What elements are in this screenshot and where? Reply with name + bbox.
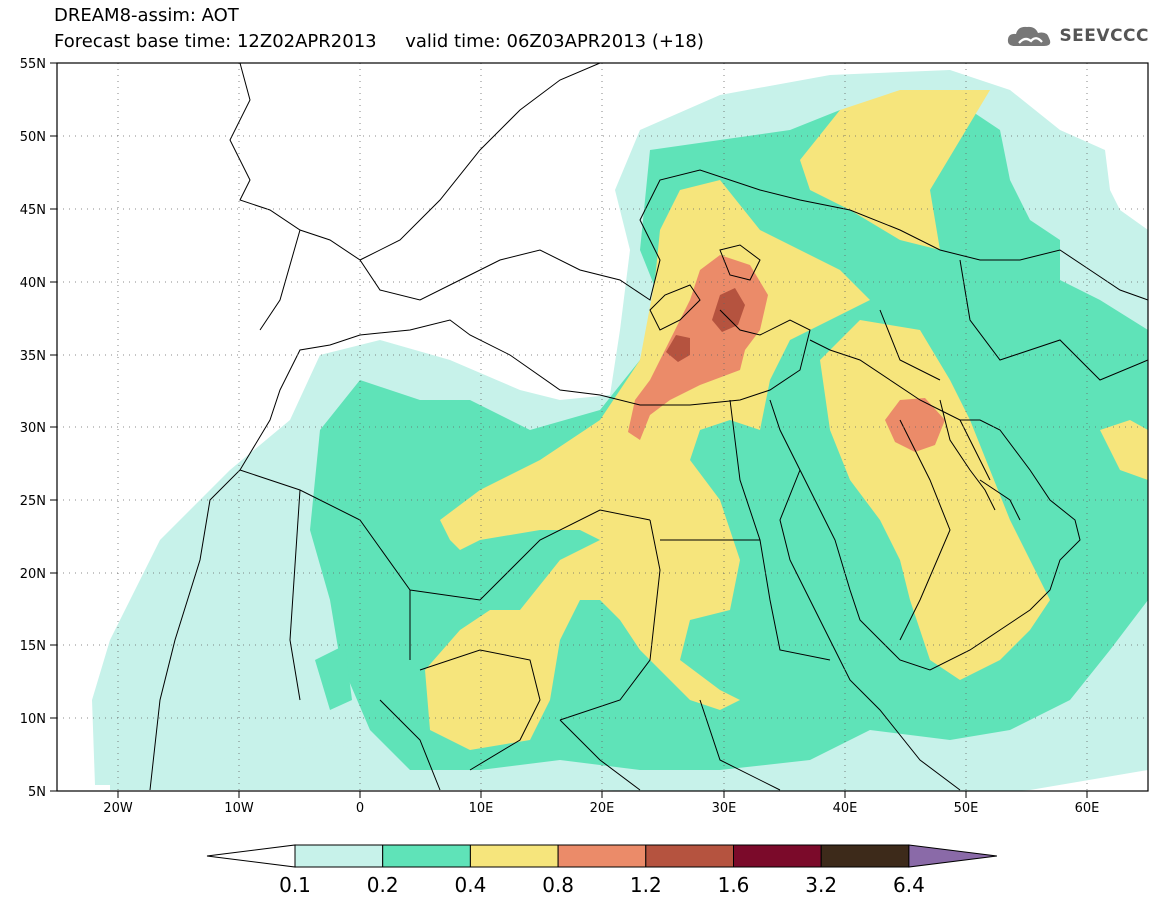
seevccc-logo: SEEVCCC (1005, 22, 1149, 50)
colorbar-label: 0.8 (542, 873, 574, 897)
coastlines-and-borders (149, 63, 1148, 791)
aot-field (57, 63, 1148, 791)
lat-label: 30N (20, 421, 46, 436)
colorbar-label: 0.1 (279, 873, 311, 897)
lon-label: 20E (590, 801, 615, 816)
lat-label: 35N (20, 349, 46, 364)
lon-label: 10W (224, 801, 254, 816)
colorbar-label: 0.4 (454, 873, 486, 897)
lat-label: 15N (20, 639, 46, 654)
map-title: DREAM8-assim: AOT (54, 5, 239, 26)
colorbar-label: 1.6 (718, 873, 750, 897)
lat-label: 45N (20, 203, 46, 218)
colorbar-label: 6.4 (893, 873, 925, 897)
colorbar-swatch (733, 844, 822, 868)
cloud-icon (1008, 26, 1051, 46)
colorbar-upper-arrow (908, 844, 997, 868)
lon-label: 0 (356, 801, 364, 816)
axis-ticks (50, 62, 1088, 798)
colorbar-swatch (294, 844, 384, 868)
colorbar-swatch (469, 844, 559, 868)
lon-label: 10E (469, 801, 494, 816)
colorbar-swatch (820, 844, 910, 868)
latitude-labels: 55N 50N 45N 40N 35N 30N 25N 20N 15N 10N … (20, 57, 46, 800)
colorbar-swatch (382, 844, 471, 868)
lat-label: 20N (20, 567, 46, 582)
forecast-time-info: Forecast base time: 12Z02APR2013 valid t… (54, 31, 704, 52)
lon-label: 50E (954, 801, 979, 816)
colorbar-label: 3.2 (805, 873, 837, 897)
lat-label: 25N (20, 494, 46, 509)
lat-label: 55N (20, 57, 46, 72)
longitude-labels: 20W 10W 0 10E 20E 30E 40E 50E 60E (103, 801, 1099, 816)
lon-label: 40E (833, 801, 858, 816)
map-grid (57, 63, 1148, 791)
lon-label: 20W (103, 801, 133, 816)
lat-label: 40N (20, 276, 46, 291)
lon-label: 60E (1075, 801, 1100, 816)
colorbar-label: 0.2 (367, 873, 399, 897)
lat-label: 10N (20, 712, 46, 727)
lat-label: 50N (20, 130, 46, 145)
lat-label: 5N (28, 785, 46, 800)
logo-text: SEEVCCC (1059, 26, 1149, 46)
colorbar-label: 1.2 (630, 873, 662, 897)
colorbar-swatch (557, 844, 647, 868)
colorbar-lower-arrow (206, 844, 296, 868)
aot-band-1.2-1.6 (666, 288, 745, 362)
colorbar-swatch (645, 844, 734, 868)
colorbar: 0.1 0.2 0.4 0.8 1.2 1.6 3.2 6.4 (206, 844, 997, 897)
lon-label: 30E (712, 801, 737, 816)
